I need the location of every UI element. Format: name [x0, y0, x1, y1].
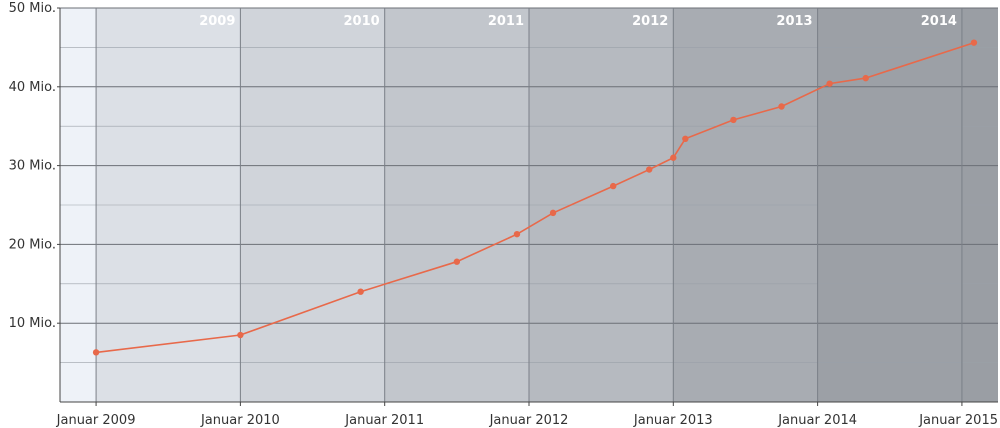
data-point [92, 349, 100, 356]
grid-lines [60, 7, 998, 402]
year-band-label: 2010 [344, 14, 380, 29]
y-tick-label: 30 Mio. [9, 159, 56, 174]
series-layer [92, 39, 978, 356]
data-point [862, 74, 869, 82]
year-band-label: 2013 [776, 14, 812, 29]
data-point [778, 103, 785, 110]
x-tick-label: Januar 2014 [777, 413, 857, 428]
data-point [237, 331, 244, 339]
y-tick-label: 10 Mio. [9, 316, 56, 331]
axes [57, 7, 998, 406]
x-tick-label: Januar 2011 [344, 413, 424, 428]
data-point [970, 39, 978, 46]
year-band-label: 2011 [488, 14, 524, 29]
data-point [682, 135, 689, 143]
year-band-label: 2014 [921, 14, 957, 29]
data-point [670, 154, 677, 161]
data-point [646, 166, 653, 173]
data-point [730, 116, 737, 124]
data-point [826, 80, 833, 87]
x-tick-label: Januar 2012 [489, 413, 569, 428]
x-tick-label: Januar 2009 [56, 413, 136, 428]
x-tick-label: Januar 2013 [633, 413, 713, 428]
data-point [453, 258, 461, 265]
data-point [513, 230, 521, 238]
x-tick-label: Januar 2015 [918, 413, 998, 428]
data-point [549, 209, 557, 217]
year-band-label: 2009 [199, 14, 235, 29]
y-tick-label: 40 Mio. [9, 80, 56, 95]
data-point [609, 182, 617, 190]
labels-layer: 10 Mio. 20 Mio. 30 Mio. 40 Mio. 50 Mio. Janua… [9, 1, 998, 428]
y-tick-label: 20 Mio. [9, 237, 56, 252]
y-tick-label: 50 Mio. [9, 1, 56, 16]
year-band-label: 2012 [632, 14, 668, 29]
x-tick-label: Januar 2010 [200, 413, 280, 428]
data-point [357, 288, 364, 295]
